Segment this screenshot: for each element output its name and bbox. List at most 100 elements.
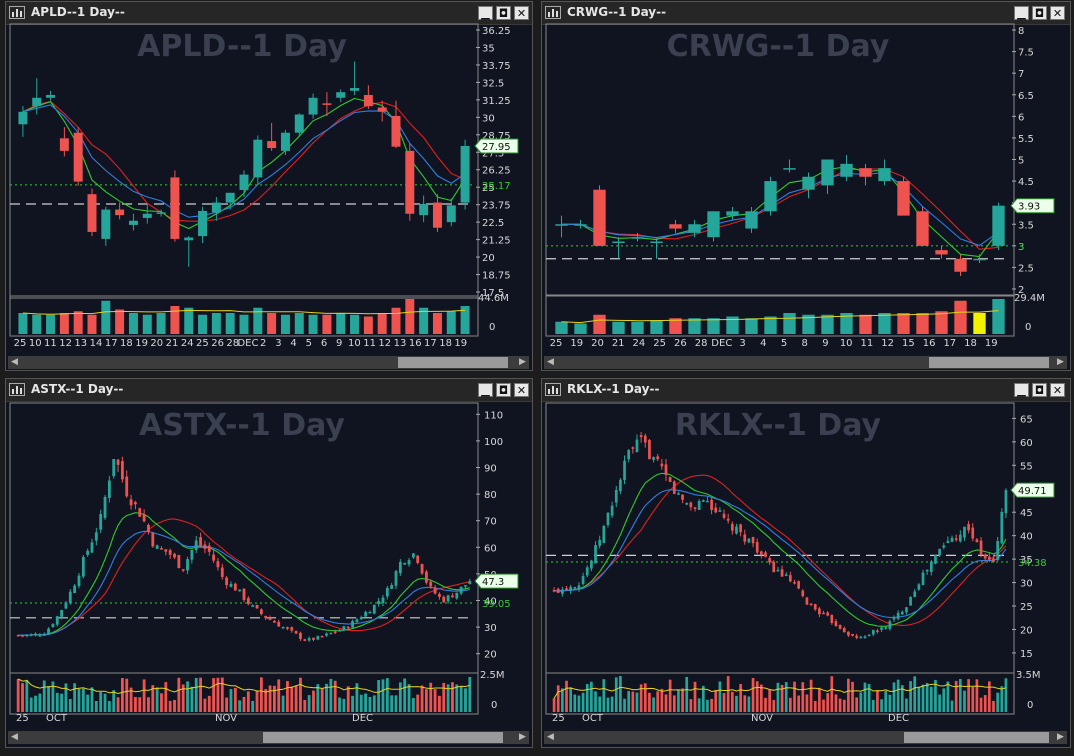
candle-body bbox=[935, 250, 948, 255]
date-label: OCT bbox=[582, 713, 604, 724]
volume-bar bbox=[233, 687, 237, 712]
candle-body bbox=[107, 480, 111, 498]
window-titlebar[interactable]: RKLX--1 Day-- ▁ ◘ ✕ bbox=[542, 379, 1070, 402]
minimize-button[interactable]: ▁ bbox=[478, 6, 493, 20]
scroll-left-arrow[interactable]: ◀ bbox=[547, 732, 554, 742]
scrollbar-thumb[interactable] bbox=[929, 357, 1049, 368]
volume-bar bbox=[308, 314, 318, 334]
chart-window-rklx[interactable]: RKLX--1 Day-- ▁ ◘ ✕ RKLX--1 Day656055504… bbox=[541, 378, 1071, 748]
candle-body bbox=[668, 477, 672, 482]
volume-bar bbox=[878, 313, 891, 334]
candle-body bbox=[896, 612, 900, 620]
scroll-right-arrow[interactable]: ▶ bbox=[519, 732, 526, 742]
close-button[interactable]: ✕ bbox=[514, 6, 529, 20]
candle-body bbox=[233, 583, 237, 591]
volume-bar bbox=[60, 693, 64, 712]
volume-bar bbox=[381, 679, 385, 712]
scroll-left-arrow[interactable]: ◀ bbox=[11, 732, 18, 742]
minimize-button[interactable]: ▁ bbox=[1014, 383, 1029, 397]
volume-bar bbox=[809, 679, 813, 712]
volume-bar bbox=[128, 313, 138, 334]
volume-bar bbox=[211, 313, 221, 334]
scroll-left-arrow[interactable]: ◀ bbox=[11, 357, 18, 367]
volume-bar bbox=[216, 677, 220, 712]
candle-body bbox=[780, 569, 784, 577]
date-label: 28 bbox=[695, 338, 708, 349]
last-price-flag bbox=[1010, 482, 1055, 498]
volume-bar bbox=[938, 694, 941, 712]
scrollbar-thumb[interactable] bbox=[398, 357, 508, 368]
volume-bar bbox=[81, 688, 85, 712]
window-titlebar[interactable]: APLD--1 Day-- ▁ ◘ ✕ bbox=[6, 2, 532, 25]
horizontal-scrollbar[interactable]: ◀ ▶ bbox=[8, 356, 529, 369]
candle-body bbox=[460, 145, 470, 203]
volume-bar bbox=[735, 695, 738, 712]
close-button[interactable]: ✕ bbox=[514, 383, 529, 397]
candle-body bbox=[967, 524, 970, 531]
date-label: 4 bbox=[760, 338, 766, 349]
volume-bar bbox=[909, 681, 912, 712]
close-button[interactable]: ✕ bbox=[1050, 383, 1065, 397]
candle-body bbox=[840, 163, 853, 177]
scroll-right-arrow[interactable]: ▶ bbox=[1057, 357, 1064, 367]
restore-button[interactable]: ◘ bbox=[496, 383, 511, 397]
close-button[interactable]: ✕ bbox=[1050, 6, 1065, 20]
candle-body bbox=[73, 585, 77, 593]
volume-average-line bbox=[553, 683, 1007, 699]
horizontal-scrollbar[interactable]: ◀ ▶ bbox=[8, 731, 529, 744]
candle-body bbox=[593, 189, 606, 246]
date-label: 18 bbox=[964, 338, 977, 349]
candle-body bbox=[783, 168, 796, 170]
window-titlebar[interactable]: ASTX--1 Day-- ▁ ◘ ✕ bbox=[6, 379, 532, 402]
candle-body bbox=[1004, 490, 1008, 514]
date-label: 11 bbox=[861, 338, 874, 349]
volume-bar bbox=[290, 686, 294, 712]
volume-zero-label: 0 bbox=[1025, 322, 1031, 333]
candle-body bbox=[155, 545, 159, 549]
chart-window-crwg[interactable]: CRWG--1 Day-- ▁ ◘ ✕ CRWG--1 Day 8 7.5 7 6.5 6… bbox=[541, 1, 1071, 371]
scrollbar-thumb[interactable] bbox=[263, 732, 503, 743]
candle-body bbox=[186, 559, 189, 571]
candle-body bbox=[581, 576, 585, 585]
date-label: 19 bbox=[570, 338, 583, 349]
restore-button[interactable]: ◘ bbox=[1032, 6, 1047, 20]
candle-body bbox=[184, 237, 194, 241]
restore-button[interactable]: ◘ bbox=[1032, 383, 1047, 397]
volume-bar bbox=[411, 698, 415, 712]
candle-body bbox=[336, 92, 346, 98]
volume-bar bbox=[442, 682, 446, 712]
window-titlebar[interactable]: CRWG--1 Day-- ▁ ◘ ✕ bbox=[542, 2, 1070, 25]
candle-body bbox=[420, 564, 424, 574]
scrollbar-thumb[interactable] bbox=[904, 732, 1049, 743]
scroll-right-arrow[interactable]: ▶ bbox=[1057, 732, 1064, 742]
chart-window-icon bbox=[9, 6, 25, 19]
candle-body bbox=[372, 604, 376, 614]
chart-window-astx[interactable]: ASTX--1 Day-- ▁ ◘ ✕ ASTX--1 Day 110 100 90 8… bbox=[5, 378, 533, 748]
volume-plot-frame bbox=[545, 672, 1015, 715]
horizontal-scrollbar[interactable]: ◀ ▶ bbox=[544, 356, 1067, 369]
price-chart[interactable]: CRWG--1 Day 8 7.5 7 6.5 6 5.5 5 4.5 4 3.5 3 2.5 229.4… bbox=[542, 22, 1070, 374]
candle-body bbox=[635, 439, 639, 453]
minimize-button[interactable]: ▁ bbox=[478, 383, 493, 397]
price-tick-label: 33.75 bbox=[482, 61, 511, 72]
price-chart[interactable]: APLD--1 Day 36.253533.7532.531.253028.752… bbox=[6, 22, 532, 374]
price-tick-label: 80 bbox=[484, 490, 497, 501]
candle-body bbox=[925, 569, 929, 572]
chart-window-apld[interactable]: APLD--1 Day-- ▁ ◘ ✕ APLD--1 Day 36.25 35 33… bbox=[5, 1, 533, 371]
minimize-button[interactable]: ▁ bbox=[1014, 6, 1029, 20]
price-tick-label: 5.5 bbox=[1018, 134, 1034, 145]
chart-window-icon bbox=[545, 383, 561, 396]
scroll-left-arrow[interactable]: ◀ bbox=[547, 357, 554, 367]
volume-bar bbox=[942, 688, 946, 712]
restore-button[interactable]: ◘ bbox=[496, 6, 511, 20]
price-chart[interactable]: ASTX--1 Day11010090807060504030202.5M047… bbox=[6, 399, 532, 751]
date-label: 16 bbox=[923, 338, 936, 349]
candle-body bbox=[398, 562, 402, 574]
scroll-right-arrow[interactable]: ▶ bbox=[519, 357, 526, 367]
horizontal-scrollbar[interactable]: ◀ ▶ bbox=[544, 731, 1067, 744]
volume-bar bbox=[830, 676, 834, 712]
price-chart[interactable]: RKLX--1 Day65605550454035302520153.5M049… bbox=[542, 399, 1070, 751]
volume-bar bbox=[834, 694, 838, 712]
price-tick-label: 6 bbox=[1018, 112, 1024, 123]
candle-body bbox=[565, 588, 568, 591]
